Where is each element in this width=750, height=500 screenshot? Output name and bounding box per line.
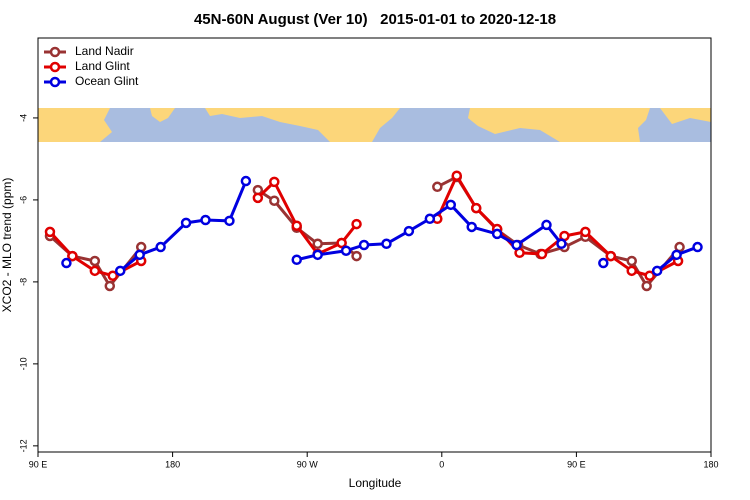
data-point xyxy=(470,202,482,214)
data-point xyxy=(466,221,477,233)
data-point xyxy=(134,249,145,261)
legend-marker xyxy=(49,61,61,73)
data-point xyxy=(432,181,443,193)
data-point xyxy=(598,257,609,269)
x-tick-label: 180 xyxy=(165,459,180,469)
data-point xyxy=(351,250,362,262)
land xyxy=(660,108,711,124)
data-point xyxy=(61,257,72,269)
x-axis-label: Longitude xyxy=(349,476,402,490)
data-point xyxy=(424,213,436,225)
y-tick-label: -8 xyxy=(18,278,28,286)
data-point xyxy=(605,250,617,262)
data-point xyxy=(626,265,637,277)
x-tick-label: 90 E xyxy=(29,459,48,469)
data-point xyxy=(692,241,703,253)
data-point xyxy=(641,280,652,292)
x-tick-label: 90 W xyxy=(297,459,319,469)
data-point xyxy=(180,217,192,229)
data-point xyxy=(351,218,362,230)
data-point xyxy=(403,225,415,237)
data-point xyxy=(240,175,252,187)
data-point xyxy=(104,280,116,292)
legend-marker xyxy=(49,76,61,88)
data-point xyxy=(89,265,101,277)
x-tick-label: 180 xyxy=(703,459,718,469)
data-point xyxy=(269,176,280,188)
data-point xyxy=(200,214,211,226)
data-point xyxy=(291,254,302,266)
land xyxy=(38,108,112,142)
legend-label: Ocean Glint xyxy=(75,74,139,88)
data-point xyxy=(67,250,78,262)
data-point xyxy=(491,228,503,240)
data-point xyxy=(626,255,637,267)
x-tick-label: 0 xyxy=(439,459,444,469)
data-point xyxy=(651,265,663,277)
data-point xyxy=(336,237,347,249)
y-tick-label: -4 xyxy=(18,114,28,122)
data-point xyxy=(556,238,567,250)
data-point xyxy=(541,219,552,231)
data-point xyxy=(44,226,56,238)
data-point xyxy=(224,215,235,227)
data-point xyxy=(340,245,352,256)
data-point xyxy=(312,238,323,250)
land xyxy=(205,108,400,142)
data-point xyxy=(312,249,323,261)
data-point xyxy=(381,238,392,250)
data-point xyxy=(536,248,548,260)
data-point xyxy=(445,199,457,211)
data-point xyxy=(511,239,522,251)
chart-title: 45N-60N August (Ver 10) 2015-01-01 to 20… xyxy=(194,11,556,28)
data-point xyxy=(644,270,655,281)
x-tick-label: 90 E xyxy=(567,459,586,469)
data-point xyxy=(451,170,463,181)
legend-label: Land Glint xyxy=(75,59,130,73)
data-point xyxy=(580,226,591,238)
data-point xyxy=(291,220,302,231)
land xyxy=(150,108,175,122)
data-point xyxy=(671,249,682,261)
map-strip xyxy=(38,108,711,142)
legend-label: Land Nadir xyxy=(75,44,134,58)
y-tick-label: -10 xyxy=(18,357,28,370)
y-tick-label: -12 xyxy=(18,439,28,452)
data-point xyxy=(155,241,166,253)
legend-marker xyxy=(49,46,61,58)
data-point xyxy=(269,195,280,206)
data-point xyxy=(107,270,119,281)
data-point xyxy=(252,192,264,204)
plot-frame xyxy=(37,37,712,453)
data-point xyxy=(358,239,370,251)
land xyxy=(468,108,650,142)
y-axis-label: XCO2 - MLO trend (ppm) xyxy=(0,178,14,313)
data-point xyxy=(89,255,101,267)
y-tick-label: -6 xyxy=(18,196,28,204)
data-point xyxy=(115,265,126,277)
